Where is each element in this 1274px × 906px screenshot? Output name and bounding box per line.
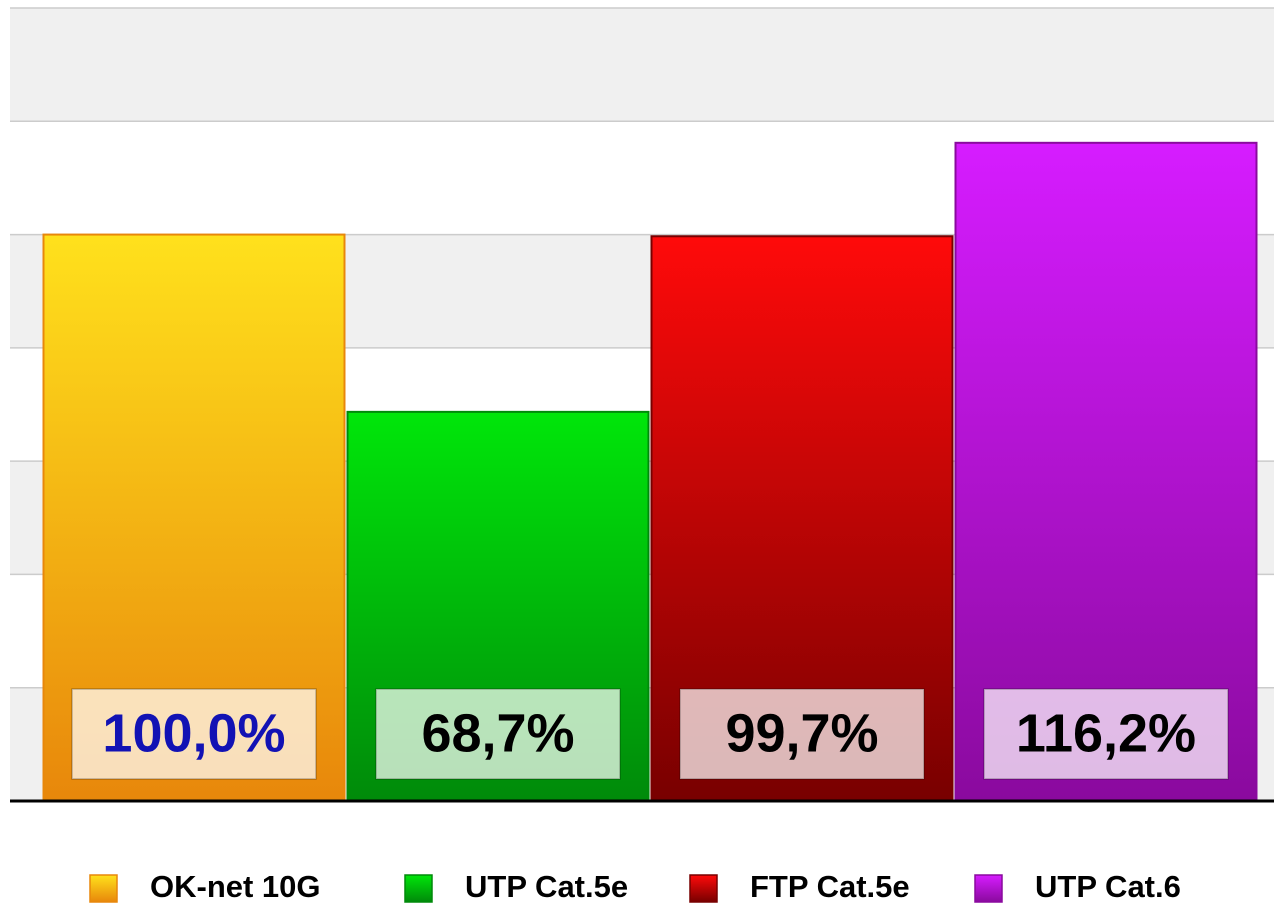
legend-swatch xyxy=(89,874,118,903)
value-label: 100,0% xyxy=(102,703,285,763)
legend-swatch xyxy=(689,874,718,903)
legend-label: UTP Cat.5e xyxy=(465,869,628,904)
value-label-box xyxy=(679,688,925,780)
legend-label: OK-net 10G xyxy=(150,869,321,904)
value-label-box xyxy=(375,688,621,780)
legend-swatch xyxy=(404,874,433,903)
legend-label: UTP Cat.6 xyxy=(1035,869,1181,904)
legend-swatch xyxy=(974,874,1003,903)
legend-label: FTP Cat.5e xyxy=(750,869,910,904)
value-label: 99,7% xyxy=(725,703,878,763)
value-label: 68,7% xyxy=(421,703,574,763)
value-label-box xyxy=(983,688,1229,780)
value-label-box xyxy=(71,688,317,780)
value-label: 116,2% xyxy=(1016,703,1196,763)
grid-band xyxy=(10,8,1274,122)
